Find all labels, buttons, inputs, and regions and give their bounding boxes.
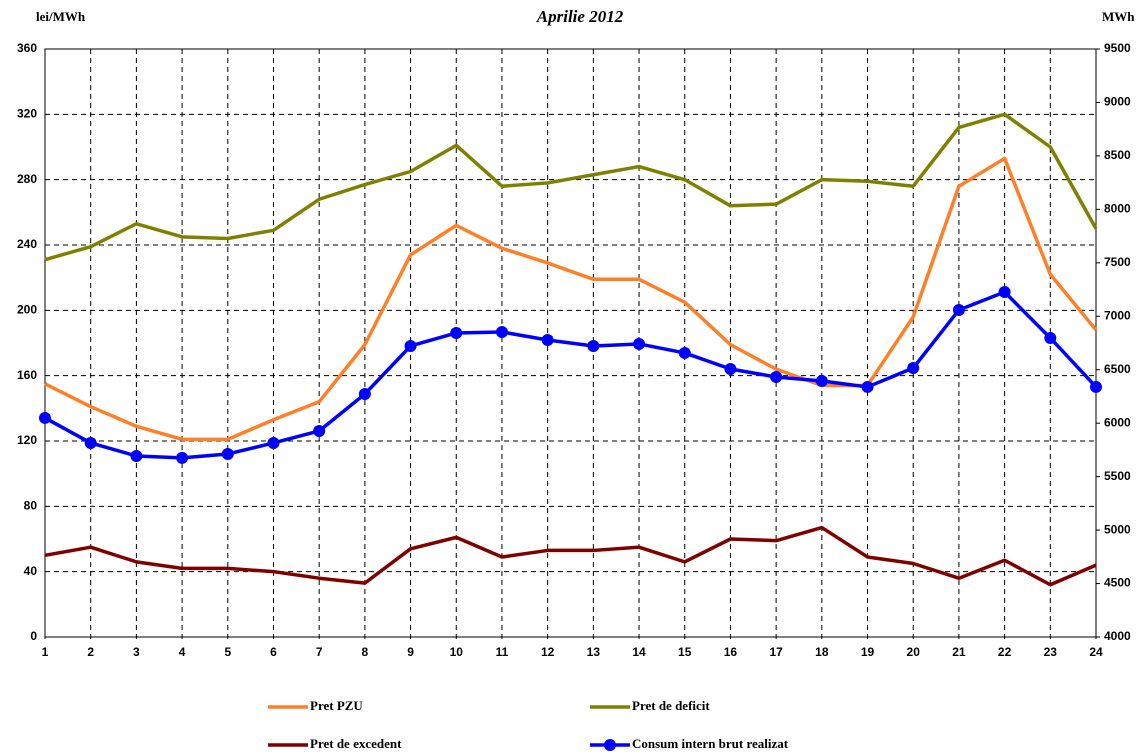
data-point <box>1044 331 1057 344</box>
x-tick-label: 9 <box>407 645 414 659</box>
data-point <box>130 450 143 463</box>
x-tick-label: 11 <box>496 645 509 659</box>
data-point <box>1090 380 1102 393</box>
data-point <box>952 303 965 316</box>
data-point <box>770 370 783 383</box>
y-tick-label: 280 <box>17 172 37 186</box>
y-tick-label: 40 <box>24 564 38 578</box>
x-tick-label: 3 <box>133 645 140 659</box>
x-tick-label: 7 <box>316 645 323 659</box>
y-tick-label: 0 <box>30 629 37 643</box>
data-point <box>678 346 691 359</box>
series-line <box>44 525 1097 587</box>
x-tick-label: 19 <box>861 645 875 659</box>
data-point <box>815 374 828 387</box>
legend-label: Consum intern brut realizat <box>632 736 789 751</box>
data-point <box>587 339 600 352</box>
x-tick-label: 2 <box>87 645 94 659</box>
series-line <box>44 112 1098 262</box>
data-point <box>313 424 326 437</box>
data-point <box>907 362 920 375</box>
x-tick-label: 10 <box>450 645 464 659</box>
y2-tick-label: 6000 <box>1104 415 1131 429</box>
y2-tick-label: 8500 <box>1104 148 1131 162</box>
legend-label: Pret de deficit <box>632 698 710 713</box>
y2-axis-label: MWh <box>1102 9 1135 24</box>
x-tick-label: 1 <box>42 645 49 659</box>
data-point <box>39 411 51 424</box>
y2-tick-label: 7500 <box>1104 255 1131 269</box>
data-point <box>267 436 280 449</box>
y2-tick-label: 4000 <box>1104 629 1131 643</box>
data-point <box>176 451 189 464</box>
x-tick-label: 15 <box>678 645 692 659</box>
y2-tick-label: 7000 <box>1104 308 1131 322</box>
y-tick-label: 120 <box>17 433 37 447</box>
y2-tick-label: 4500 <box>1104 576 1131 590</box>
data-point <box>404 339 417 352</box>
data-point <box>450 326 463 339</box>
legend-label: Pret PZU <box>310 698 363 713</box>
y-axis-label: lei/MWh <box>36 9 86 24</box>
y-tick-label: 360 <box>17 41 37 55</box>
data-point <box>633 337 646 350</box>
data-point <box>358 387 371 400</box>
x-tick-label: 4 <box>179 645 186 659</box>
y2-tick-label: 5000 <box>1104 522 1131 536</box>
y-tick-label: 320 <box>17 107 37 121</box>
x-tick-label: 13 <box>587 645 601 659</box>
chart-title: Aprilie 2012 <box>536 7 624 26</box>
x-tick-label: 8 <box>362 645 369 659</box>
x-tick-label: 12 <box>541 645 555 659</box>
x-tick-label: 22 <box>998 645 1012 659</box>
x-tick-label: 20 <box>907 645 921 659</box>
series-line <box>44 290 1098 460</box>
y-tick-label: 240 <box>17 237 37 251</box>
x-tick-label: 17 <box>769 645 783 659</box>
data-point <box>495 325 508 338</box>
x-tick-label: 21 <box>952 645 966 659</box>
x-tick-label: 16 <box>724 645 738 659</box>
data-point <box>221 447 234 460</box>
y-tick-label: 80 <box>24 499 38 513</box>
x-tick-label: 23 <box>1044 645 1058 659</box>
y-tick-label: 160 <box>17 368 37 382</box>
x-tick-label: 14 <box>632 645 646 659</box>
data-point <box>724 362 737 375</box>
y2-tick-label: 9000 <box>1104 95 1131 109</box>
legend-marker <box>604 739 616 751</box>
y2-tick-label: 6500 <box>1104 362 1131 376</box>
y2-tick-label: 8000 <box>1104 202 1131 216</box>
x-tick-label: 5 <box>224 645 231 659</box>
y-tick-label: 200 <box>17 303 37 317</box>
y2-tick-label: 9500 <box>1104 41 1131 55</box>
x-tick-label: 24 <box>1089 645 1103 659</box>
data-point <box>84 436 97 449</box>
data-point <box>541 334 554 347</box>
y2-tick-label: 5500 <box>1104 469 1131 483</box>
legend-label: Pret de excedent <box>310 736 402 751</box>
data-point <box>998 286 1011 299</box>
series-line <box>44 156 1098 442</box>
plot-border <box>44 48 1097 638</box>
x-tick-label: 18 <box>815 645 829 659</box>
data-point <box>861 380 874 393</box>
x-tick-label: 6 <box>270 645 277 659</box>
